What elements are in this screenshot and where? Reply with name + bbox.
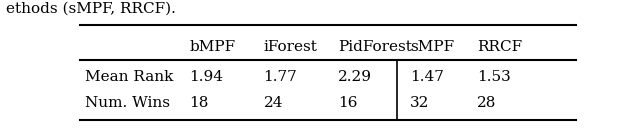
Text: 24: 24 (264, 96, 283, 110)
Text: iForest: iForest (264, 40, 317, 54)
Text: ethods (sMPF, RRCF).: ethods (sMPF, RRCF). (6, 1, 176, 15)
Text: 32: 32 (410, 96, 429, 110)
Text: 1.77: 1.77 (264, 70, 297, 84)
Text: 2.29: 2.29 (338, 70, 372, 84)
Text: Mean Rank: Mean Rank (85, 70, 173, 84)
Text: 1.47: 1.47 (410, 70, 444, 84)
Text: 28: 28 (477, 96, 496, 110)
Text: sMPF: sMPF (410, 40, 454, 54)
Text: RRCF: RRCF (477, 40, 522, 54)
Text: bMPF: bMPF (189, 40, 236, 54)
Text: 18: 18 (189, 96, 209, 110)
Text: 1.53: 1.53 (477, 70, 511, 84)
Text: 1.94: 1.94 (189, 70, 223, 84)
Text: 16: 16 (338, 96, 357, 110)
Text: Num. Wins: Num. Wins (85, 96, 170, 110)
Text: PidForest: PidForest (338, 40, 412, 54)
